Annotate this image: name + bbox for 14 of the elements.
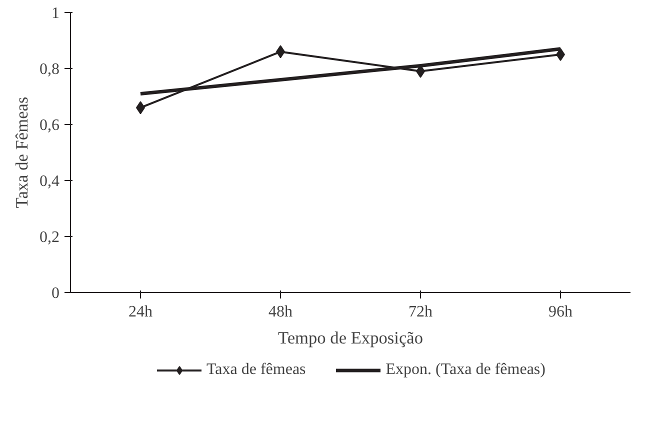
y-tick-label: 0 — [52, 285, 60, 302]
y-axis-title: Taxa de Fêmeas — [12, 96, 32, 208]
x-tick-label: 24h — [128, 304, 152, 320]
y-tick-label: 0,6 — [40, 117, 60, 134]
legend-label: Taxa de fêmeas — [206, 361, 306, 379]
x-tick-label: 72h — [408, 304, 432, 320]
x-tick-label: 48h — [268, 304, 292, 320]
y-tick-label: 0,2 — [40, 229, 60, 246]
x-axis-title: Tempo de Exposição — [278, 328, 424, 348]
legend-label: Expon. (Taxa de fêmeas) — [386, 361, 546, 379]
y-tick-label: 0,4 — [40, 173, 60, 190]
y-tick-label: 0,8 — [40, 61, 60, 78]
x-tick-label: 96h — [548, 304, 572, 320]
y-tick-label: 1 — [52, 5, 60, 22]
